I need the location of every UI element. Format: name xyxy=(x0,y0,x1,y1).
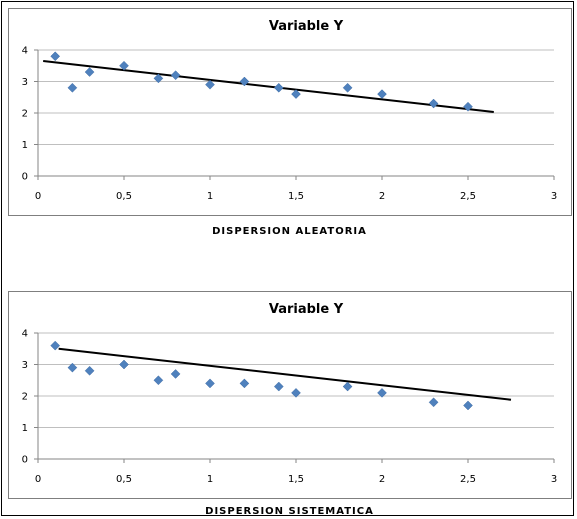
x-tick-label: 1,5 xyxy=(288,191,304,202)
x-tick-label: 1 xyxy=(207,191,213,202)
chart-panel-sistematica: Variable Y 0 1 2 3 4 0 0,5 1 1,5 2 2,5 3 xyxy=(8,291,572,499)
data-point xyxy=(84,365,95,376)
data-point xyxy=(50,51,61,62)
x-tick-label: 0,5 xyxy=(116,191,132,202)
y-tick-label: 1 xyxy=(22,423,28,434)
data-point xyxy=(170,369,181,379)
x-tick-label: 1 xyxy=(207,474,213,485)
y-tick-label: 3 xyxy=(22,360,28,371)
data-point xyxy=(377,387,387,398)
data-point xyxy=(342,381,353,392)
data-point xyxy=(153,375,164,386)
data-point xyxy=(428,397,439,408)
trend-line xyxy=(43,60,494,114)
caption-sistematica: DISPERSION SISTEMATICA xyxy=(205,506,374,517)
data-point xyxy=(170,70,181,81)
x-tick-label: 2,5 xyxy=(460,474,476,485)
chart-panel-aleatoria: Variable Y 0 1 2 3 4 0 0,5 1 1,5 2 2,5 3 xyxy=(8,8,572,216)
data-point xyxy=(291,387,301,398)
x-tick-label: 3 xyxy=(551,191,557,202)
data-point xyxy=(67,82,78,93)
data-point xyxy=(428,98,439,109)
y-tick-label: 0 xyxy=(22,455,28,466)
data-point xyxy=(239,378,250,389)
data-point xyxy=(119,60,129,71)
scatter-chart-aleatoria: Variable Y 0 1 2 3 4 0 0,5 1 1,5 2 2,5 3 xyxy=(22,19,558,202)
data-point xyxy=(377,89,387,99)
x-tick-label: 0 xyxy=(35,474,41,485)
chart-title: Variable Y xyxy=(269,302,344,317)
y-tick-label: 4 xyxy=(22,46,28,57)
x-tick-label: 2 xyxy=(379,191,385,202)
y-tick-label: 1 xyxy=(22,140,28,151)
data-point xyxy=(273,82,284,93)
data-point xyxy=(273,381,284,392)
data-point xyxy=(205,378,215,389)
data-point xyxy=(153,73,164,84)
trend-line xyxy=(58,347,512,401)
x-tick-label: 2,5 xyxy=(460,191,476,202)
data-point xyxy=(291,89,301,99)
scatter-chart-sistematica: Variable Y 0 1 2 3 4 0 0,5 1 1,5 2 2,5 3 xyxy=(22,302,558,485)
data-point xyxy=(239,76,250,87)
caption-aleatoria: DISPERSION ALEATORIA xyxy=(212,226,367,237)
data-point xyxy=(50,340,61,351)
y-tick-label: 2 xyxy=(22,392,28,403)
y-tick-label: 4 xyxy=(22,329,28,340)
data-point xyxy=(119,359,129,370)
y-tick-label: 3 xyxy=(22,77,28,88)
data-point xyxy=(342,82,353,93)
x-tick-label: 2 xyxy=(379,474,385,485)
x-tick-label: 0 xyxy=(35,191,41,202)
y-tick-label: 0 xyxy=(22,172,28,183)
x-tick-label: 1,5 xyxy=(288,474,304,485)
data-point xyxy=(67,362,78,373)
data-point xyxy=(84,67,95,77)
data-point xyxy=(205,79,215,90)
x-tick-label: 0,5 xyxy=(116,474,132,485)
y-tick-label: 2 xyxy=(22,109,28,120)
data-point xyxy=(463,101,473,112)
data-point xyxy=(463,400,473,411)
x-tick-label: 3 xyxy=(551,474,557,485)
chart-title: Variable Y xyxy=(269,19,344,34)
